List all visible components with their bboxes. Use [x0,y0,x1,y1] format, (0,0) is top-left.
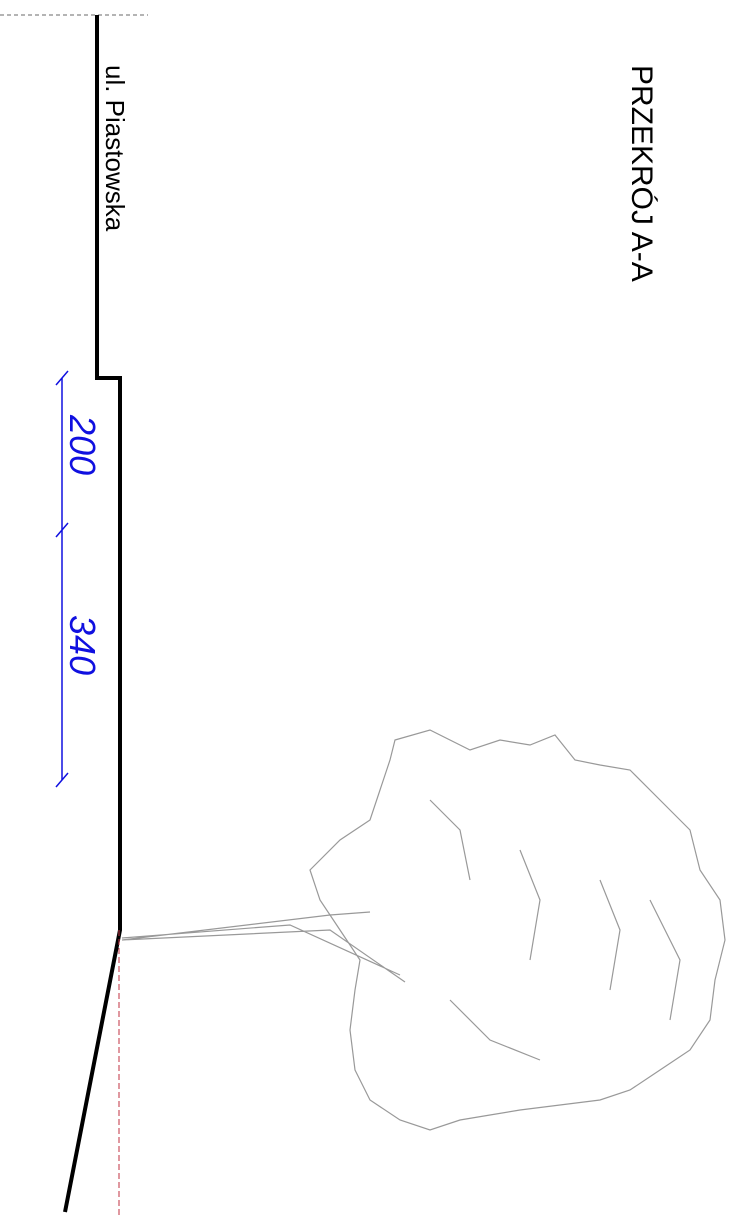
ground-profile [63,15,122,1213]
dimension-label: 340 [62,615,103,675]
dimension-line [55,370,69,788]
street-label: ul. Piastowska [100,65,130,232]
tree [121,729,726,1131]
section-title: PRZEKRÓJ A-A [625,65,658,282]
dimension-label: 200 [62,414,103,475]
